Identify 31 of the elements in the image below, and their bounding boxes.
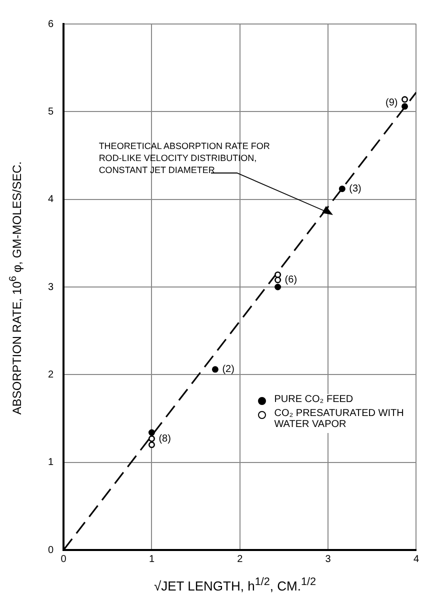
y-tick-label: 4 [48, 194, 54, 206]
point [402, 96, 408, 103]
point [148, 442, 155, 448]
point [274, 271, 282, 278]
y-tick-label: 2 [48, 369, 54, 380]
x-axis-title: √JET LENGTH, h$^{1/2}$, CM.$^{1/2}$ [153, 576, 317, 594]
point [402, 103, 408, 110]
legend-label: CO₂ PRESATURATED WITH WATER VAPOR [274, 408, 405, 430]
y-tick-label: 1 [48, 457, 54, 468]
point [338, 186, 346, 192]
y-tick-label: 3 [48, 282, 54, 293]
point [274, 284, 282, 290]
y-tick-label: 5 [48, 106, 54, 118]
x-tick-label: 1 [148, 554, 155, 565]
x-tick-label: 0 [60, 554, 67, 565]
annotation: (9) [386, 98, 398, 109]
point [148, 429, 155, 436]
x-tick-label: 3 [325, 554, 332, 565]
x-tick-label: 2 [237, 554, 244, 565]
x-tick-label: 4 [413, 554, 420, 565]
point [212, 366, 218, 373]
annotation: (6) [284, 274, 298, 286]
annotation: (3) [349, 184, 362, 195]
annotation: (8) [158, 433, 171, 444]
point [148, 435, 155, 442]
annotation: (2) [222, 364, 234, 376]
y-tick-label: 0 [48, 544, 54, 556]
y-tick-label: 6 [48, 18, 54, 30]
legend-label: PURE CO₂ FEED [274, 394, 354, 406]
point [274, 276, 282, 284]
annotation: THEORETICAL ABSORPTION RATE FOR ROD-LIKE VELOCITY DISTRIBUTION, CONSTANT JET DIAMETER [98, 140, 270, 175]
